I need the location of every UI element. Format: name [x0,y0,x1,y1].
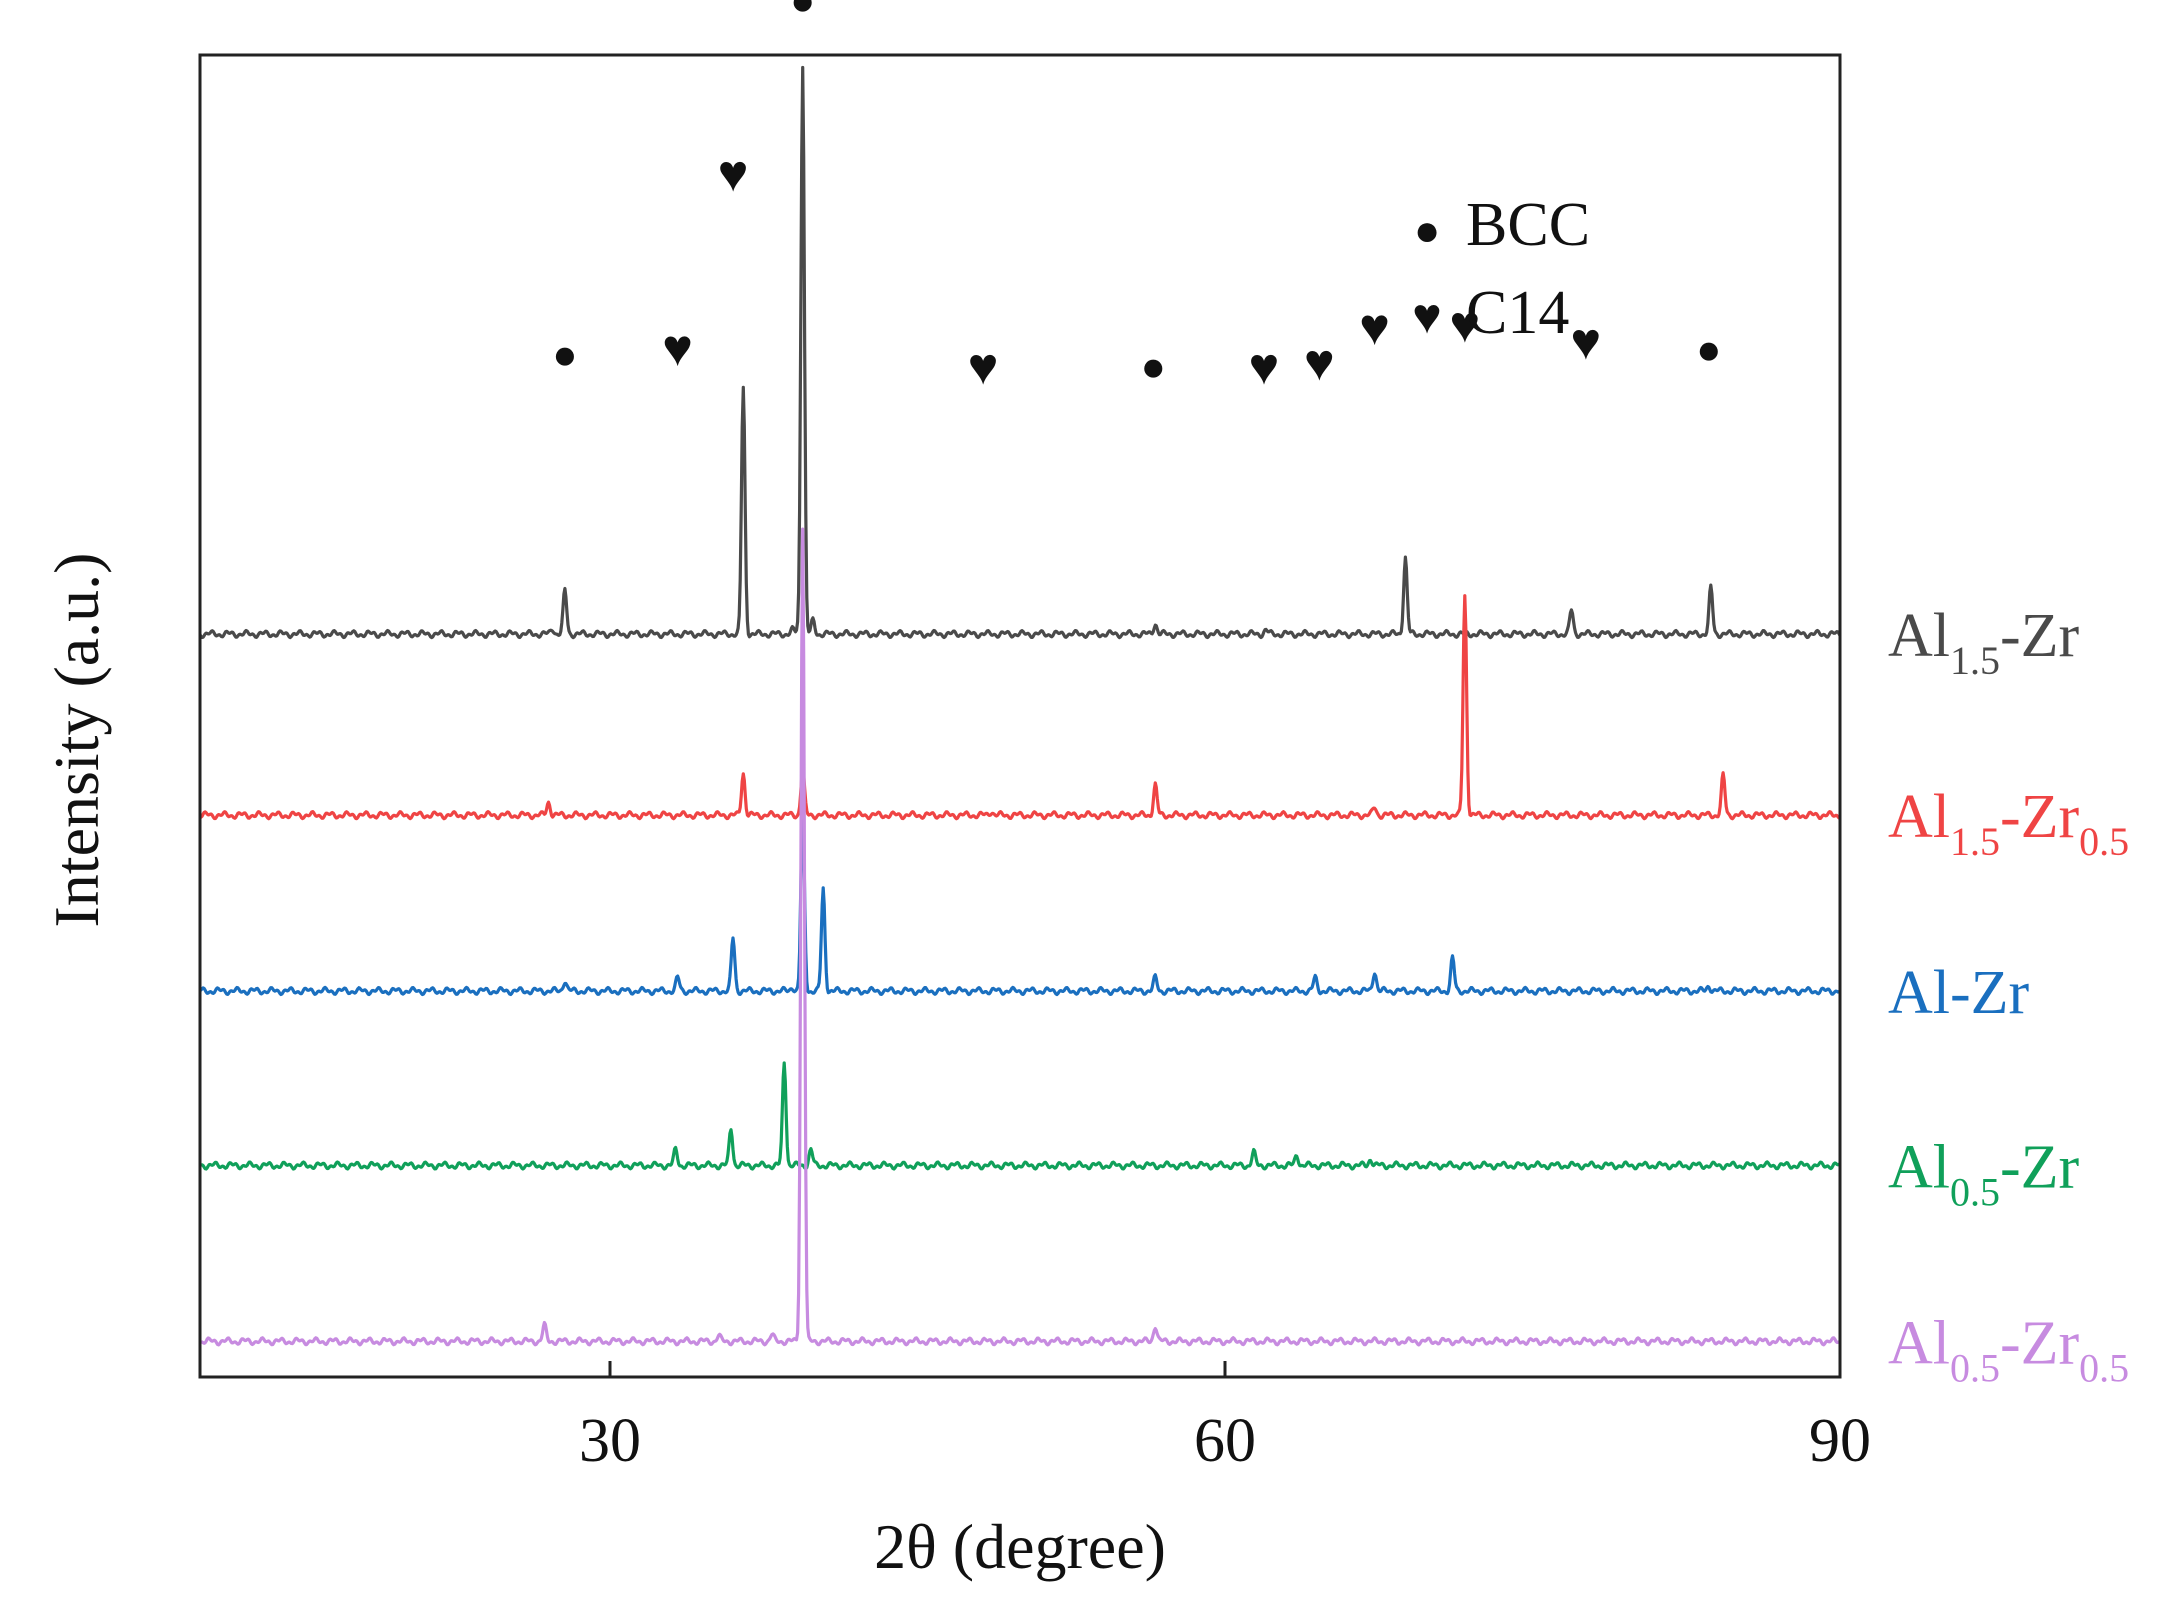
series-label-alzr: Al-Zr [1888,959,2030,1027]
legend-item-bcc: ● BCC [1414,191,1590,259]
series-trace-al15zr05 [199,594,1841,821]
series-al15zr05 [199,594,1841,821]
phase-marker-c14-7: ♥ [1304,335,1335,392]
phase-marker-c14-1: ♥ [662,321,693,378]
legend-c14-symbol: ♥ [1412,288,1442,344]
y-axis-label: Intensity (a.u.) [41,553,112,928]
phase-marker-c14-8: ♥ [1359,300,1390,357]
legend-bcc-symbol: ● [1414,206,1441,255]
series-alzr [199,801,1842,997]
phase-marker-c14-4: ♥ [968,339,999,396]
legend: ● BCC ♥ C14 [1412,191,1590,347]
series-trace-al05zr05 [198,527,1841,1347]
series-label-al15zr05: Al1.5-Zr0.5 [1888,783,2129,864]
series-label-layer: Al1.5-Zr Al1.5-Zr0.5 Al-Zr Al0.5-Zr Al0.5-Zr… [1888,602,2129,1390]
legend-item-c14: ♥ C14 [1412,279,1569,347]
phase-marker-bcc-5: ● [1141,345,1166,391]
x-tick-label-60: 60 [1194,1407,1256,1475]
series-label-al05zr05: Al0.5-Zr0.5 [1888,1309,2129,1390]
x-axis-label: 2θ (degree) [874,1511,1166,1582]
x-tick-layer: 30 60 90 [579,1361,1871,1475]
phase-marker-c14-2: ♥ [718,146,749,203]
legend-bcc-label: BCC [1466,191,1590,259]
series-label-al15zr: Al1.5-Zr [1888,602,2080,683]
phase-marker-bcc-0: ● [552,333,577,379]
series-layer [198,65,1842,1347]
series-al05zr [199,1061,1842,1171]
series-al15zr [198,65,1842,640]
phase-marker-c14-10: ♥ [1570,314,1601,371]
series-trace-alzr [199,801,1842,997]
phase-marker-c14-9: ♥ [1449,297,1480,354]
phase-marker-bcc-11: ● [1696,327,1721,373]
series-label-al05zr: Al0.5-Zr [1888,1134,2080,1215]
x-tick-label-30: 30 [579,1407,641,1475]
legend-c14-label: C14 [1466,279,1569,347]
phase-marker-layer: ● ♥♥●♥ ● ♥ ♥♥ ♥ ♥ ● [552,0,1721,396]
plot-frame [198,53,1842,1379]
series-al05zr05 [198,527,1841,1347]
series-trace-al15zr [198,65,1842,640]
x-tick-label-90: 90 [1809,1407,1871,1475]
series-trace-al05zr [199,1061,1842,1171]
phase-marker-c14-6: ♥ [1248,339,1279,396]
phase-marker-bcc-3: ● [790,0,815,24]
